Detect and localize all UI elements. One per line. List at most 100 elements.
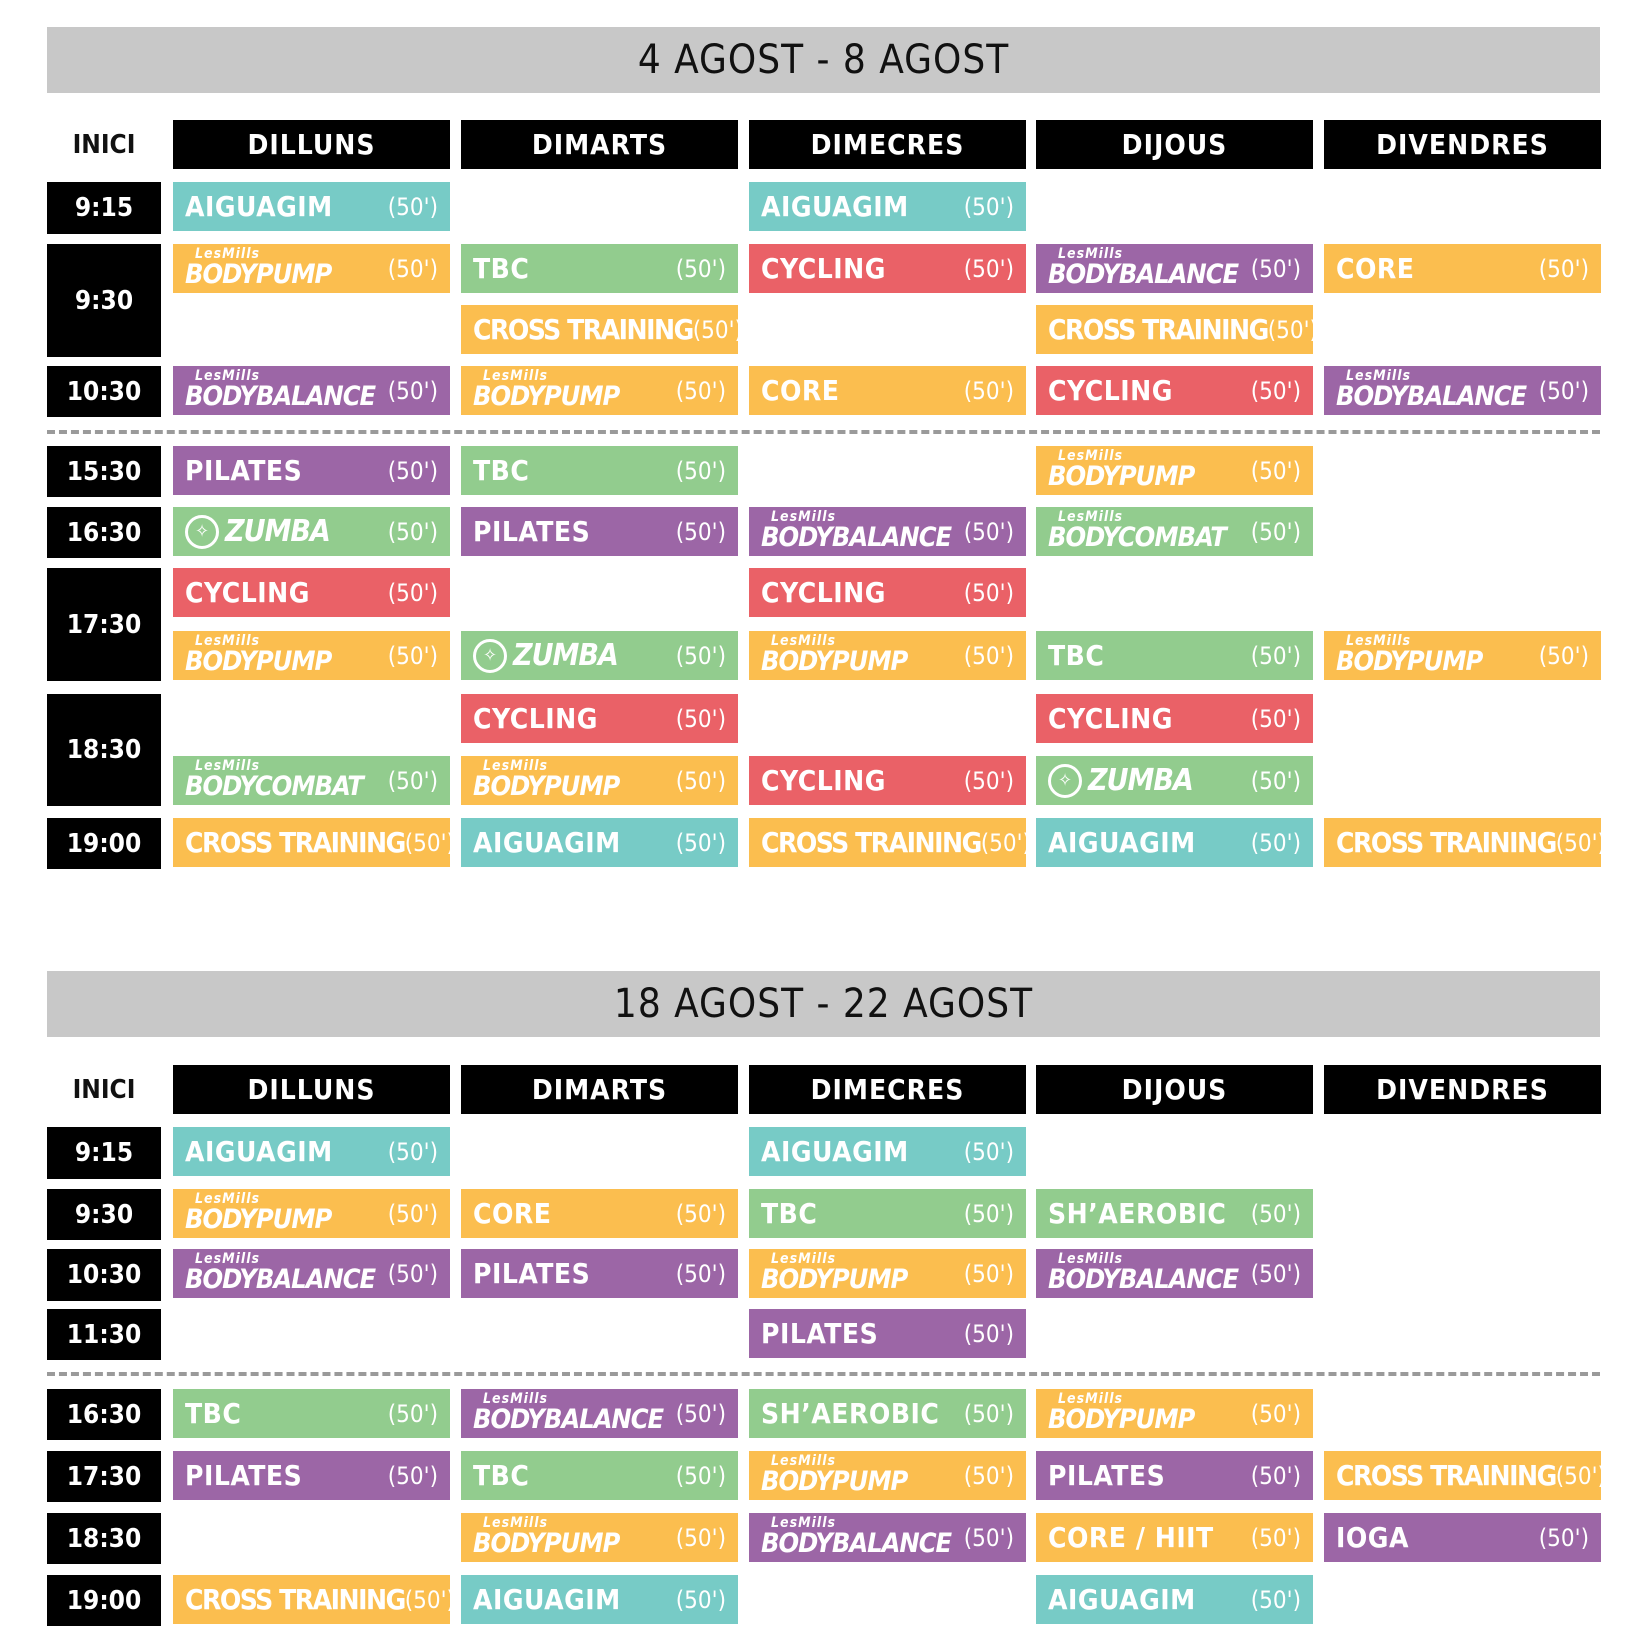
class-sh-aerobic[interactable]: SH’AEROBIC (50')	[749, 1389, 1026, 1438]
class-bodycombat[interactable]: LesMills BODYCOMBAT (50')	[1036, 507, 1313, 556]
class-bodypump[interactable]: LesMills BODYPUMP (50')	[461, 756, 738, 805]
class-bodypump[interactable]: LesMills BODYPUMP (50')	[461, 366, 738, 415]
class-bodybalance[interactable]: LesMills BODYBALANCE (50')	[173, 1249, 450, 1298]
class-bodybalance[interactable]: LesMills BODYBALANCE (50')	[749, 1513, 1026, 1562]
class-duration: (50')	[1250, 766, 1301, 795]
class-bodypump[interactable]: LesMills BODYPUMP (50')	[749, 631, 1026, 680]
class-tbc[interactable]: TBC (50')	[173, 1389, 450, 1438]
class-cycling[interactable]: CYCLING (50')	[749, 568, 1026, 617]
class-zumba[interactable]: ✧ ZUMBA (50')	[461, 631, 738, 680]
class-name: BODYBALANCE	[1336, 381, 1527, 412]
class-pilates[interactable]: PILATES (50')	[461, 1249, 738, 1298]
class-bodybalance[interactable]: LesMills BODYBALANCE (50')	[749, 507, 1026, 556]
class-pilates[interactable]: PILATES (50')	[173, 1451, 450, 1500]
class-tbc[interactable]: TBC (50')	[461, 446, 738, 495]
class-aiguagim[interactable]: AIGUAGIM (50')	[461, 818, 738, 867]
class-bodybalance[interactable]: LesMills BODYBALANCE (50')	[1324, 366, 1601, 415]
class-bodybalance[interactable]: LesMills BODYBALANCE (50')	[1036, 244, 1313, 293]
class-bodybalance[interactable]: LesMills BODYBALANCE (50')	[1036, 1249, 1313, 1298]
zumba-icon: ✧	[1048, 763, 1082, 798]
class-bodypump[interactable]: LesMills BODYPUMP (50')	[461, 1513, 738, 1562]
class-name: BODYPUMP	[1336, 646, 1483, 677]
class-tbc[interactable]: TBC (50')	[749, 1189, 1026, 1238]
class-cycling[interactable]: CYCLING (50')	[173, 568, 450, 617]
class-bodypump[interactable]: LesMills BODYPUMP (50')	[173, 1189, 450, 1238]
class-cross-training[interactable]: CROSS TRAINING (50')	[461, 305, 743, 354]
class-name: BODYPUMP	[185, 1204, 332, 1235]
class-bodypump[interactable]: LesMills BODYPUMP (50')	[173, 244, 450, 293]
class-aiguagim[interactable]: AIGUAGIM (50')	[173, 182, 450, 231]
class-duration: (50')	[675, 376, 726, 405]
class-duration: (50')	[387, 376, 438, 405]
class-core[interactable]: CORE (50')	[461, 1189, 738, 1238]
class-duration: (50')	[387, 578, 438, 607]
class-name: CROSS TRAINING	[1336, 826, 1557, 859]
class-cross-training[interactable]: CROSS TRAINING (50')	[1036, 305, 1318, 354]
class-duration: (50')	[675, 1399, 726, 1428]
class-duration: (50')	[675, 641, 726, 670]
class-bodypump[interactable]: LesMills BODYPUMP (50')	[749, 1249, 1026, 1298]
week-title: 18 AGOST - 22 AGOST	[47, 971, 1600, 1037]
class-duration: (50')	[963, 1461, 1014, 1490]
class-tbc[interactable]: TBC (50')	[461, 1451, 738, 1500]
lesmills-wordmark: LesMills	[483, 1515, 549, 1531]
class-pilates[interactable]: PILATES (50')	[461, 507, 738, 556]
class-cross-training[interactable]: CROSS TRAINING (50')	[749, 818, 1031, 867]
class-duration: (50')	[675, 517, 726, 546]
lesmills-logo: LesMills BODYPUMP	[473, 1515, 620, 1559]
class-name: BODYPUMP	[473, 1528, 620, 1559]
class-core[interactable]: CORE (50')	[749, 366, 1026, 415]
class-bodybalance[interactable]: LesMills BODYBALANCE (50')	[461, 1389, 738, 1438]
class-cycling[interactable]: CYCLING (50')	[1036, 366, 1313, 415]
class-aiguagim[interactable]: AIGUAGIM (50')	[1036, 1575, 1313, 1624]
class-aiguagim[interactable]: AIGUAGIM (50')	[1036, 818, 1313, 867]
class-pilates[interactable]: PILATES (50')	[1036, 1451, 1313, 1500]
class-name: BODYPUMP	[185, 646, 332, 677]
class-cycling[interactable]: CYCLING (50')	[1036, 694, 1313, 743]
class-aiguagim[interactable]: AIGUAGIM (50')	[173, 1127, 450, 1176]
class-zumba[interactable]: ✧ ZUMBA (50')	[1036, 756, 1313, 805]
time-slot: 9:15	[47, 182, 161, 234]
class-bodypump[interactable]: LesMills BODYPUMP (50')	[173, 631, 450, 680]
class-zumba[interactable]: ✧ ZUMBA (50')	[173, 507, 450, 556]
lesmills-logo: LesMills BODYPUMP	[761, 1454, 908, 1495]
class-aiguagim[interactable]: AIGUAGIM (50')	[749, 1127, 1026, 1176]
class-bodybalance[interactable]: LesMills BODYBALANCE (50')	[173, 366, 450, 415]
class-core-hiit[interactable]: CORE / HIIT (50')	[1036, 1513, 1313, 1562]
time-slot: 17:30	[47, 568, 161, 681]
class-pilates[interactable]: PILATES (50')	[173, 446, 450, 495]
class-name: PILATES	[473, 1257, 591, 1290]
lesmills-wordmark: LesMills	[195, 1251, 261, 1267]
class-bodypump[interactable]: LesMills BODYPUMP (50')	[1324, 631, 1601, 680]
class-ioga[interactable]: IOGA (50')	[1324, 1513, 1601, 1562]
class-pilates[interactable]: PILATES (50')	[749, 1309, 1026, 1358]
class-name: BODYBALANCE	[185, 381, 376, 412]
day-header-dilluns: DILLUNS	[173, 120, 450, 169]
class-bodycombat[interactable]: LesMills BODYCOMBAT (50')	[173, 756, 450, 805]
class-tbc[interactable]: TBC (50')	[1036, 631, 1313, 680]
class-bodypump[interactable]: LesMills BODYPUMP (50')	[1036, 1389, 1313, 1438]
lesmills-logo: LesMills BODYPUMP	[473, 369, 620, 410]
class-cycling[interactable]: CYCLING (50')	[461, 694, 738, 743]
class-name: TBC	[1048, 639, 1105, 672]
class-duration: (50')	[675, 1259, 726, 1288]
class-aiguagim[interactable]: AIGUAGIM (50')	[461, 1575, 738, 1624]
lesmills-wordmark: LesMills	[771, 1251, 837, 1267]
class-duration: (50')	[675, 1585, 726, 1614]
class-cycling[interactable]: CYCLING (50')	[749, 756, 1026, 805]
class-duration: (50')	[1250, 1199, 1301, 1228]
class-bodypump[interactable]: LesMills BODYPUMP (50')	[749, 1451, 1026, 1500]
class-tbc[interactable]: TBC (50')	[461, 244, 738, 293]
day-header-dijous: DIJOUS	[1036, 120, 1313, 169]
class-cross-training[interactable]: CROSS TRAINING (50')	[1324, 1451, 1606, 1500]
class-aiguagim[interactable]: AIGUAGIM (50')	[749, 182, 1026, 231]
class-duration: (50')	[675, 766, 726, 795]
class-cross-training[interactable]: CROSS TRAINING (50')	[173, 1575, 455, 1624]
class-cross-training[interactable]: CROSS TRAINING (50')	[173, 818, 455, 867]
class-bodypump[interactable]: LesMills BODYPUMP (50')	[1036, 446, 1313, 495]
class-core[interactable]: CORE (50')	[1324, 244, 1601, 293]
class-name: BODYPUMP	[761, 1264, 908, 1295]
class-cycling[interactable]: CYCLING (50')	[749, 244, 1026, 293]
class-cross-training[interactable]: CROSS TRAINING (50')	[1324, 818, 1606, 867]
class-sh-aerobic[interactable]: SH’AEROBIC (50')	[1036, 1189, 1313, 1238]
